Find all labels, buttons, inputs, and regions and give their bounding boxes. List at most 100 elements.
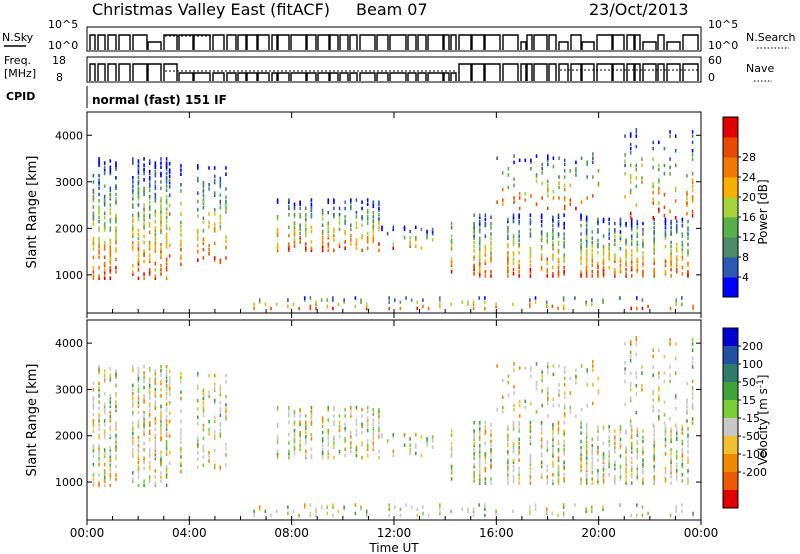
velocity-echo: [343, 505, 345, 509]
velocity-echo: [653, 443, 656, 448]
velocity-echo: [552, 403, 555, 408]
power-echo: [597, 265, 599, 270]
velocity-echo: [580, 481, 582, 485]
velocity-echo: [562, 503, 565, 507]
power-echo: [681, 249, 684, 253]
power-echo: [92, 255, 95, 260]
power-echo: [635, 167, 638, 172]
velocity-echo: [629, 381, 632, 386]
velocity-echo: [580, 364, 583, 368]
velocity-echo: [580, 468, 582, 473]
power-echo: [507, 267, 509, 272]
power-echo: [372, 202, 375, 207]
power-echo: [92, 199, 95, 203]
velocity-echo: [154, 381, 157, 386]
velocity-echo: [507, 473, 509, 477]
velocity-echo: [478, 468, 481, 473]
power-echo: [512, 267, 515, 272]
colorbar-segment: [723, 137, 738, 158]
power-echo: [681, 255, 684, 259]
power-echo: [658, 167, 660, 172]
power-echo: [165, 259, 168, 264]
nsky-segment: [178, 34, 194, 50]
power-echo: [642, 240, 644, 245]
freq-segment: [484, 63, 501, 81]
colorbar-tick-label: 24: [742, 171, 756, 184]
power-echo: [529, 259, 532, 264]
power-echo: [580, 200, 583, 204]
power-echo: [563, 269, 565, 274]
power-echo: [507, 253, 509, 257]
velocity-echo: [490, 450, 492, 454]
velocity-echo: [143, 400, 145, 404]
velocity-echo: [202, 428, 205, 432]
velocity-echo: [687, 481, 689, 485]
velocity-echo: [681, 503, 683, 507]
velocity-echo: [213, 465, 216, 470]
power-echo: [137, 192, 140, 197]
velocity-echo: [372, 428, 375, 433]
velocity-echo: [392, 449, 395, 454]
nave-label: Nave: [746, 62, 774, 75]
power-echo: [143, 186, 145, 190]
velocity-echo: [160, 456, 162, 461]
power-echo: [132, 213, 134, 218]
velocity-echo: [663, 379, 666, 384]
velocity-echo: [154, 442, 157, 446]
velocity-echo: [642, 435, 644, 440]
velocity-echo: [691, 406, 694, 411]
power-echo: [635, 176, 638, 180]
velocity-echo: [625, 470, 627, 475]
power-echo: [160, 228, 162, 232]
velocity-echo: [202, 390, 205, 395]
power-echo: [512, 213, 515, 217]
power-echo: [293, 225, 296, 230]
velocity-echo: [518, 399, 521, 404]
velocity-echo: [652, 354, 654, 359]
power-echo: [686, 203, 688, 207]
power-echo: [154, 234, 157, 239]
velocity-echo: [180, 432, 182, 436]
velocity-echo: [512, 420, 515, 425]
power-echo: [518, 215, 520, 220]
power-echo: [98, 173, 100, 178]
velocity-echo: [137, 448, 140, 452]
velocity-echo: [552, 473, 554, 477]
power-echo: [608, 232, 610, 236]
power-echo: [115, 234, 117, 239]
power-echo: [143, 240, 145, 245]
velocity-echo: [165, 371, 168, 375]
velocity-echo: [288, 432, 290, 437]
power-echo: [414, 225, 417, 230]
power-echo: [653, 251, 656, 255]
velocity-echo: [670, 452, 672, 456]
power-echo: [132, 184, 134, 188]
power-echo: [507, 219, 509, 224]
power-echo: [636, 257, 639, 261]
power-echo: [160, 199, 162, 203]
velocity-echo: [431, 445, 434, 449]
power-echo: [148, 196, 151, 201]
power-echo: [540, 213, 543, 217]
power-echo: [619, 259, 622, 264]
power-echo: [658, 188, 660, 193]
velocity-echo: [450, 429, 453, 433]
power-echo: [563, 213, 565, 217]
velocity-echo: [540, 473, 543, 477]
power-echo: [143, 171, 145, 176]
power-echo: [165, 226, 168, 230]
velocity-echo: [490, 423, 492, 427]
velocity-echo: [635, 338, 638, 342]
velocity-echo: [670, 466, 672, 471]
power-echo: [344, 231, 346, 236]
power-echo: [619, 236, 622, 240]
power-echo: [115, 161, 117, 165]
power-echo: [349, 227, 352, 232]
power-echo: [512, 257, 515, 261]
velocity-echo: [137, 404, 140, 408]
power-echo: [681, 217, 684, 222]
velocity-echo: [624, 342, 626, 346]
power-echo: [669, 157, 671, 161]
velocity-echo: [219, 465, 222, 470]
velocity-echo: [160, 373, 162, 377]
